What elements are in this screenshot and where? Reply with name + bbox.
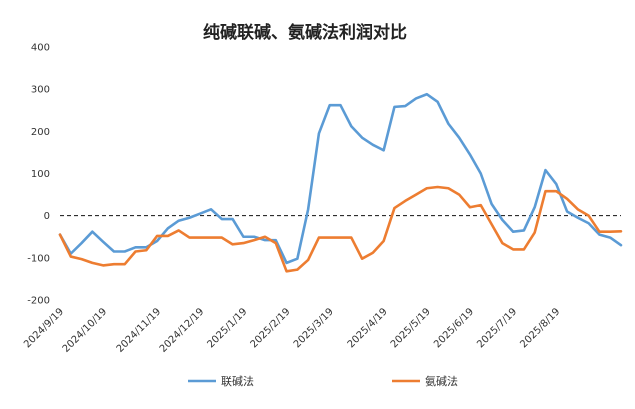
series-line-2 [58,185,623,273]
legend-label: 氨碱法 [425,374,458,388]
series-line-1 [58,92,623,265]
y-tick-label: 300 [31,85,50,96]
y-tick-label: -200 [27,296,50,307]
legend: 联碱法 氨碱法 [188,374,458,388]
y-tick-label: 200 [31,127,50,138]
chart-title: 纯碱联碱、氨碱法利润对比 [203,22,407,43]
series-lines [58,92,623,273]
y-tick-label: -100 [27,253,50,264]
y-tick-label: 400 [31,43,50,54]
y-tick-label: 0 [44,211,50,222]
legend-label: 联碱法 [221,374,254,388]
y-axis-ticks: 400 300 200 100 0 -100 -200 [27,43,50,307]
y-tick-label: 100 [31,169,50,180]
